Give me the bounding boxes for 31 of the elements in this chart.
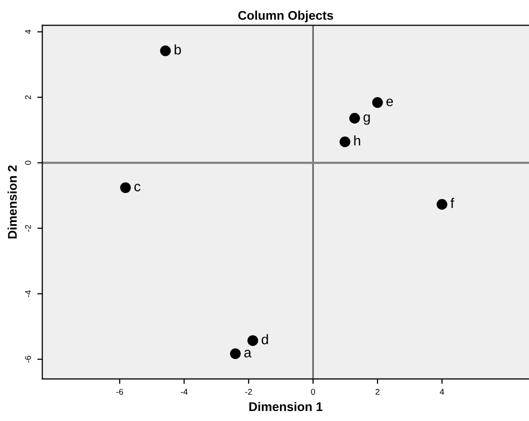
point [120,182,131,194]
y-tick-label: 4 [25,30,31,34]
chart-title: Column Objects [238,10,334,22]
point [340,136,350,148]
annotation: g [364,114,370,125]
x-axis-title: Dimension 1 [249,402,322,412]
annotation: a [244,350,252,358]
y-tick-label: -4 [25,290,31,298]
x-tick-label: -4 [180,388,188,395]
annotation: b [174,44,181,55]
point [349,112,360,124]
annotation: e [386,98,393,106]
y-tick-label: -6 [25,356,31,363]
point [160,45,171,56]
point [247,335,258,346]
y-tick-label: 0 [25,160,31,165]
y-axis-title: Dimension 2 [8,165,17,238]
x-tick-label: 4 [440,388,444,395]
annotation: h [354,135,360,146]
x-tick-label: 0 [311,388,316,395]
annotation: f [450,198,454,208]
point [230,348,241,360]
x-tick-label: 2 [376,388,380,395]
y-tick-label: 2 [25,95,31,100]
annotation: d [262,334,268,344]
annotation: c [134,184,140,192]
x-tick-label: -6 [116,388,124,395]
x-tick-label: -2 [245,388,252,395]
point [436,199,448,210]
point [372,97,383,108]
y-tick-label: -2 [25,224,31,232]
